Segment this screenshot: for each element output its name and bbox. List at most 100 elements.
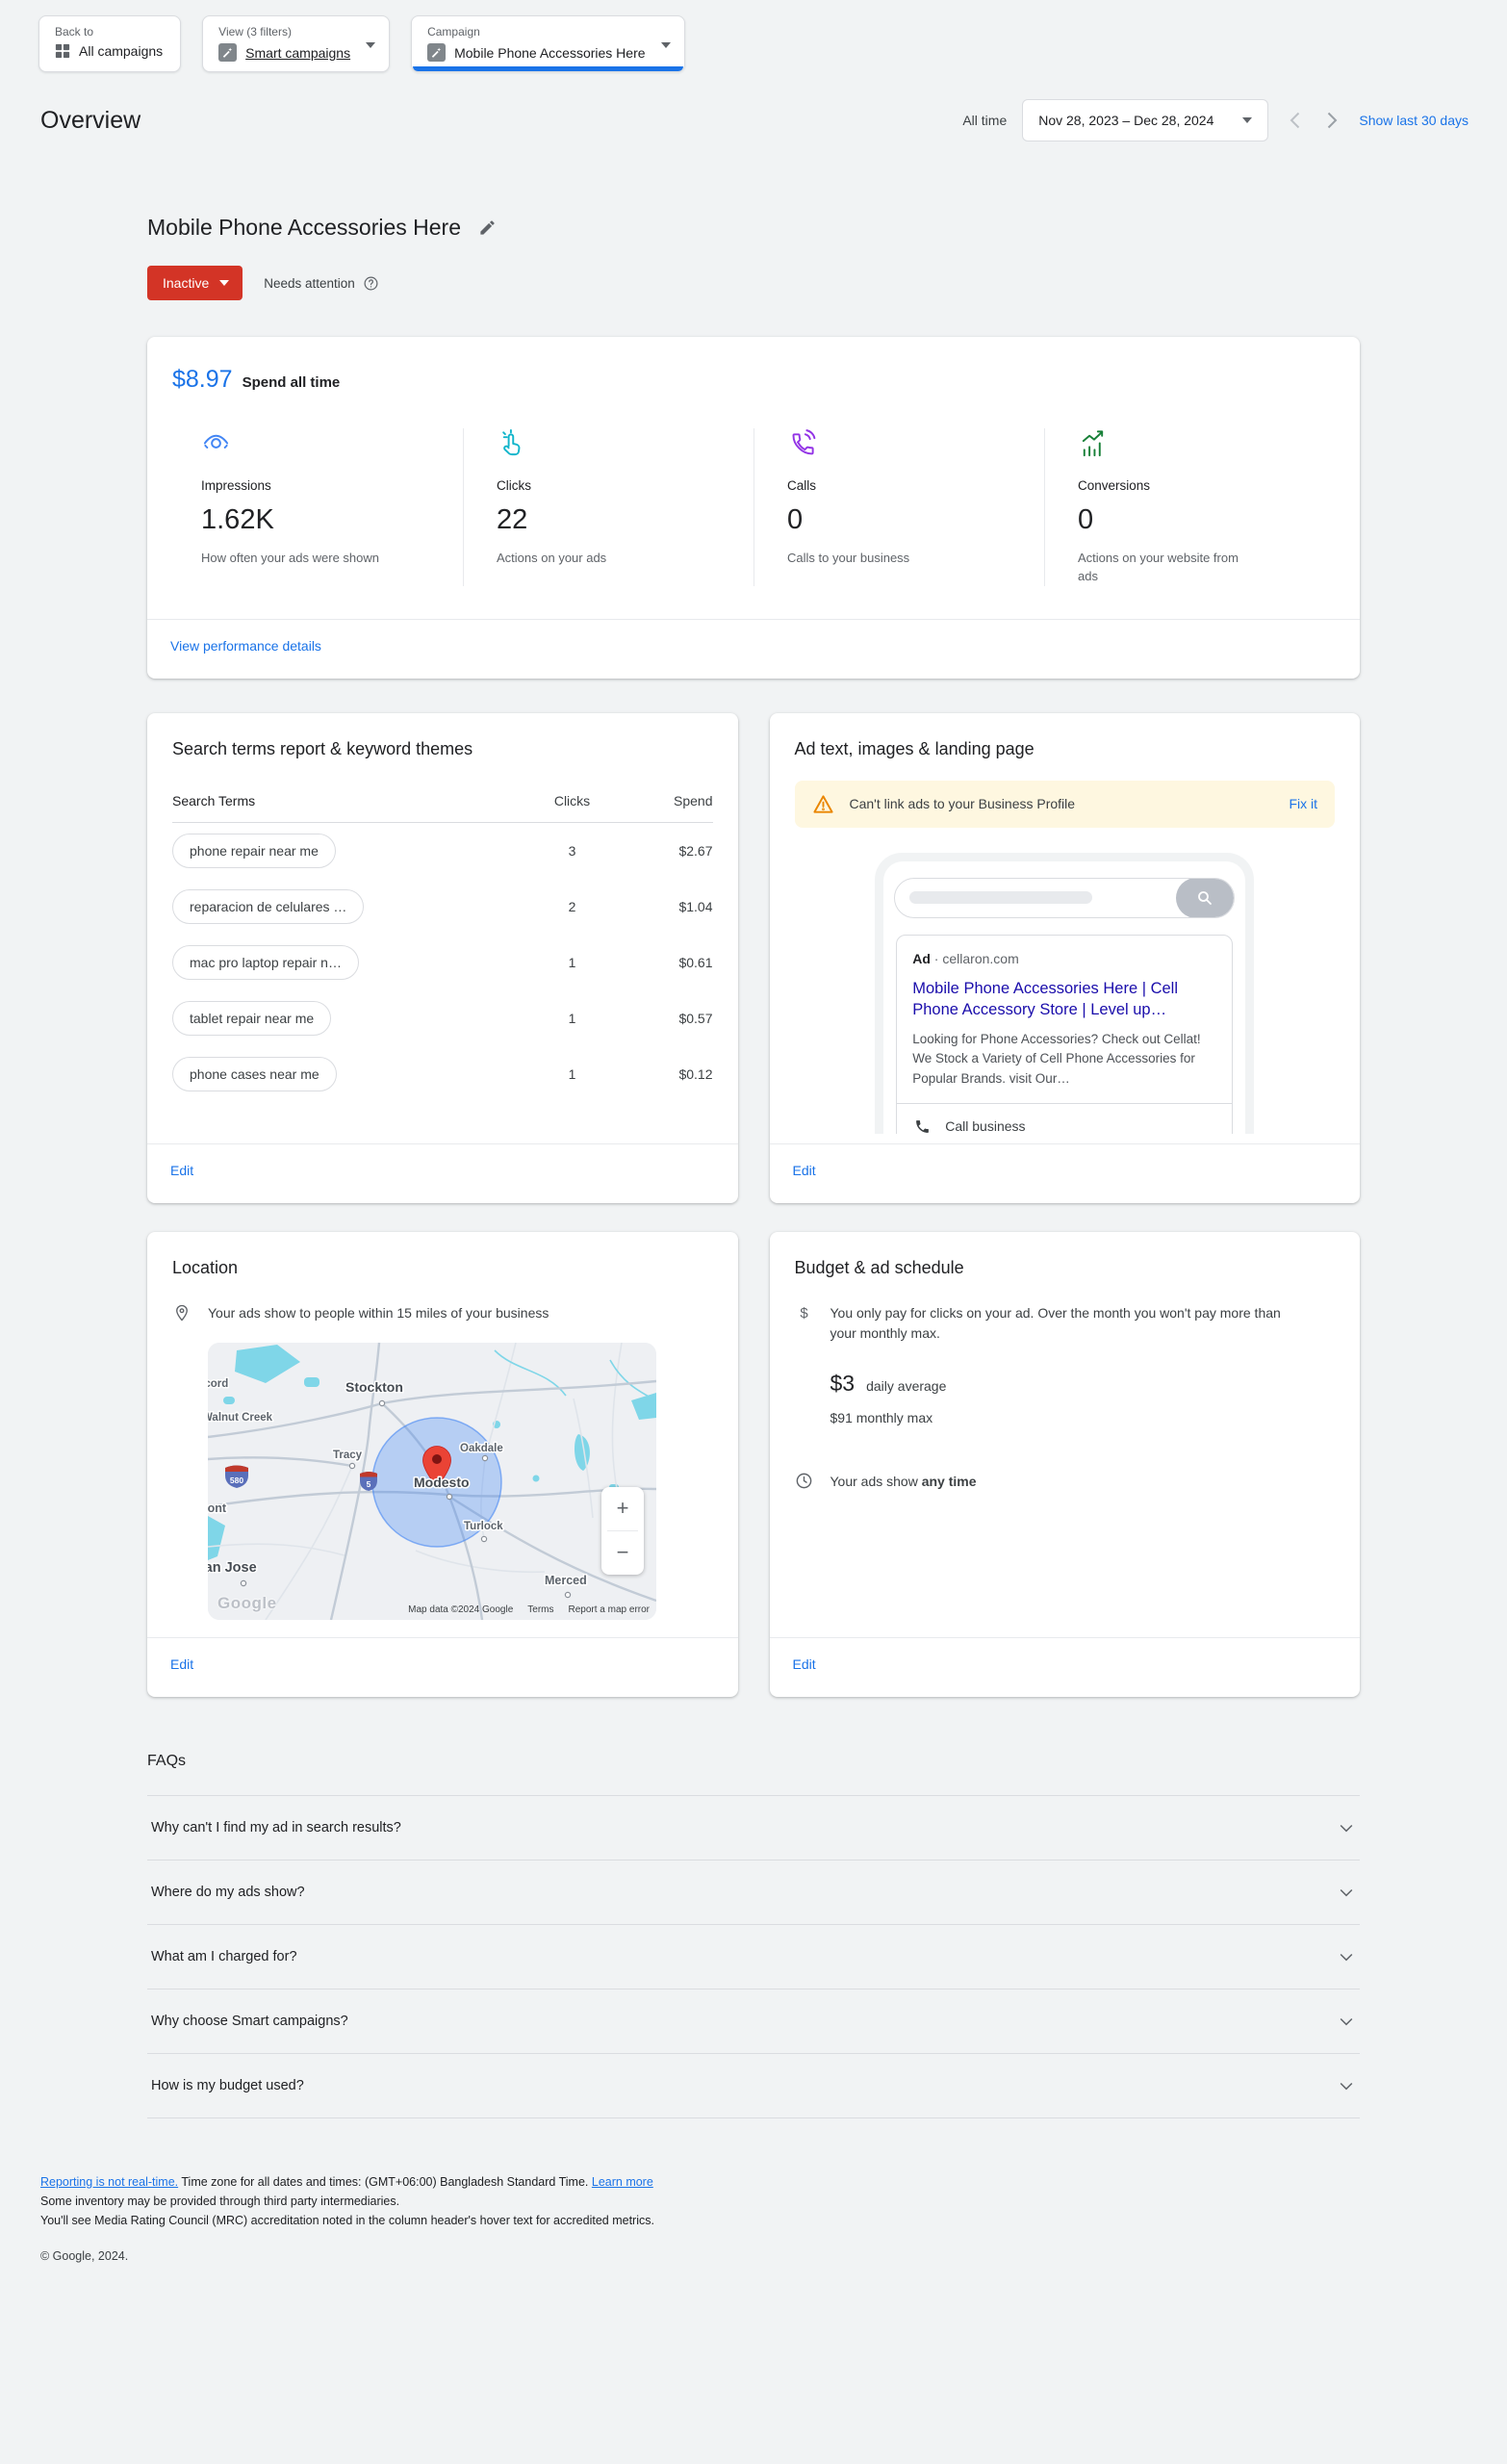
metric-conversions: Conversions 0 Actions on your website fr…	[1044, 428, 1335, 586]
faq-item[interactable]: Why choose Smart campaigns?	[147, 1989, 1360, 2054]
show-last-30-days-link[interactable]: Show last 30 days	[1359, 113, 1469, 128]
edit-budget-link[interactable]: Edit	[792, 1656, 816, 1672]
timezone-text: Time zone for all dates and times: (GMT+…	[181, 2174, 589, 2189]
spend-value: $2.67	[678, 842, 713, 859]
campaign-selector[interactable]: Campaign Mobile Phone Accessories Here	[411, 15, 685, 72]
column-header-search-terms: Search Terms	[172, 792, 256, 808]
metric-value: 0	[787, 504, 804, 535]
location-radius-text: Your ads show to people within 15 miles …	[208, 1304, 549, 1321]
search-term-chip: mac pro laptop repair n…	[172, 944, 359, 980]
chevron-down-icon	[1340, 1888, 1353, 1897]
search-term-chip: reparacion de celulares …	[172, 888, 365, 924]
map-attribution-text: Map data ©2024 Google	[408, 1604, 514, 1615]
budget-card-title: Budget & ad schedule	[794, 1257, 964, 1277]
interstate-5-shield: 5	[360, 1471, 377, 1491]
campaign-status-button[interactable]: Inactive	[147, 266, 243, 300]
location-card: Location Your ads show to people within …	[147, 1231, 738, 1697]
edit-search-terms-link[interactable]: Edit	[170, 1162, 194, 1178]
chevron-right-icon	[1328, 112, 1338, 129]
footer-line-inventory: Some inventory may be provided through t…	[40, 2194, 400, 2208]
metric-description: Actions on your ads	[497, 551, 607, 565]
ad-separator: ·	[930, 950, 943, 966]
fix-it-link[interactable]: Fix it	[1289, 796, 1317, 812]
metric-label: Impressions	[201, 478, 271, 493]
view-filter-selector[interactable]: View (3 filters) Smart campaigns	[202, 15, 391, 72]
metric-description: Calls to your business	[787, 551, 910, 565]
faq-item[interactable]: What am I charged for?	[147, 1925, 1360, 1989]
warning-text: Can't link ads to your Business Profile	[849, 796, 1076, 812]
metrics-row: Impressions 1.62K How often your ads wer…	[147, 398, 1360, 619]
view-performance-details-link[interactable]: View performance details	[170, 637, 321, 654]
search-terms-card: Search terms report & keyword themes Sea…	[147, 712, 738, 1203]
map-canvas: 580 5	[208, 1342, 656, 1620]
learn-more-link[interactable]: Learn more	[591, 2174, 653, 2189]
metric-label: Calls	[787, 478, 817, 493]
metric-label: Clicks	[497, 478, 531, 493]
column-header-spend: Spend	[674, 792, 713, 808]
map-label-city: Turlock	[464, 1521, 503, 1532]
previous-period-button[interactable]	[1284, 108, 1306, 133]
location-card-title: Location	[172, 1257, 239, 1277]
page-title: Overview	[40, 106, 141, 134]
map-label-city: Tracy	[333, 1450, 363, 1461]
smart-campaign-wand-icon	[218, 43, 238, 62]
map-label-city: Stockton	[345, 1379, 403, 1395]
metric-value: 0	[1078, 504, 1094, 535]
metric-clicks: Clicks 22 Actions on your ads	[463, 428, 754, 586]
conversions-chart-icon	[1082, 430, 1104, 457]
google-maps-logo: Google	[217, 1593, 277, 1612]
svg-text:580: 580	[230, 1476, 243, 1485]
faq-item[interactable]: Where do my ads show?	[147, 1861, 1360, 1925]
daily-budget-amount: $3	[830, 1370, 856, 1396]
map-report-error-link[interactable]: Report a map error	[568, 1604, 650, 1615]
metric-calls: Calls 0 Calls to your business	[754, 428, 1044, 586]
chevron-down-icon	[1340, 1953, 1353, 1962]
reporting-not-realtime-link[interactable]: Reporting is not real-time.	[40, 2174, 179, 2189]
edit-location-link[interactable]: Edit	[170, 1656, 194, 1672]
chevron-left-icon	[1290, 112, 1300, 129]
help-circle-icon[interactable]	[363, 275, 379, 292]
map-zoom-out-button[interactable]: −	[601, 1531, 644, 1575]
smart-campaign-wand-icon	[427, 43, 447, 62]
footer-line-reporting: Reporting is not real-time. Time zone fo…	[40, 2172, 1507, 2192]
ad-schedule-text: Your ads show any time	[830, 1473, 977, 1489]
faq-item[interactable]: How is my budget used?	[147, 2054, 1360, 2118]
clicks-value: 1	[568, 1010, 576, 1026]
back-to-all-campaigns-button[interactable]: Back to All campaigns	[38, 15, 182, 72]
view-value: Smart campaigns	[245, 44, 351, 61]
map-label-city: Modesto	[414, 1475, 470, 1490]
impressions-eye-icon	[203, 434, 229, 450]
campaign-name-heading: Mobile Phone Accessories Here	[147, 215, 461, 240]
table-row: phone cases near me 1 $0.12	[172, 1046, 713, 1102]
map-zoom-in-button[interactable]: +	[601, 1487, 644, 1530]
page-footer: Reporting is not real-time. Time zone fo…	[0, 2118, 1507, 2293]
budget-schedule-card: Budget & ad schedule $ You only pay for …	[769, 1231, 1360, 1697]
map-label-city: San Jose	[208, 1560, 257, 1576]
edit-campaign-name-button[interactable]	[476, 217, 498, 239]
date-range-selector[interactable]: Nov 28, 2023 – Dec 28, 2024	[1022, 99, 1269, 141]
date-range-preset-label: All time	[962, 113, 1008, 128]
back-to-label: Back to	[55, 25, 94, 38]
map-terms-link[interactable]: Terms	[527, 1604, 554, 1615]
mock-query-placeholder	[909, 891, 1093, 905]
business-profile-warning-banner: Can't link ads to your Business Profile …	[794, 780, 1335, 828]
spend-amount-label: Spend all time	[242, 374, 341, 391]
location-map[interactable]: 580 5	[208, 1342, 656, 1620]
view-label: View (3 filters)	[218, 25, 292, 38]
map-zoom-control: + −	[601, 1486, 644, 1575]
metric-value: 22	[497, 504, 528, 535]
spend-value: $0.57	[678, 1010, 713, 1026]
spend-value: $1.04	[678, 898, 713, 914]
budget-pay-text: You only pay for clicks on your ad. Over…	[830, 1304, 1281, 1341]
next-period-button[interactable]	[1321, 108, 1343, 133]
search-term-chip: tablet repair near me	[172, 1000, 332, 1036]
monthly-max-text: $91 monthly max	[830, 1409, 933, 1425]
edit-ad-text-link[interactable]: Edit	[792, 1162, 816, 1178]
dropdown-caret-icon	[366, 41, 376, 48]
ad-headline: Mobile Phone Accessories Here | Cell Pho…	[912, 979, 1178, 1018]
faq-item[interactable]: Why can't I find my ad in search results…	[147, 1796, 1360, 1861]
clicks-value: 1	[568, 1065, 576, 1082]
map-label-city: Concord	[208, 1378, 228, 1390]
phone-call-icon	[916, 1120, 930, 1133]
